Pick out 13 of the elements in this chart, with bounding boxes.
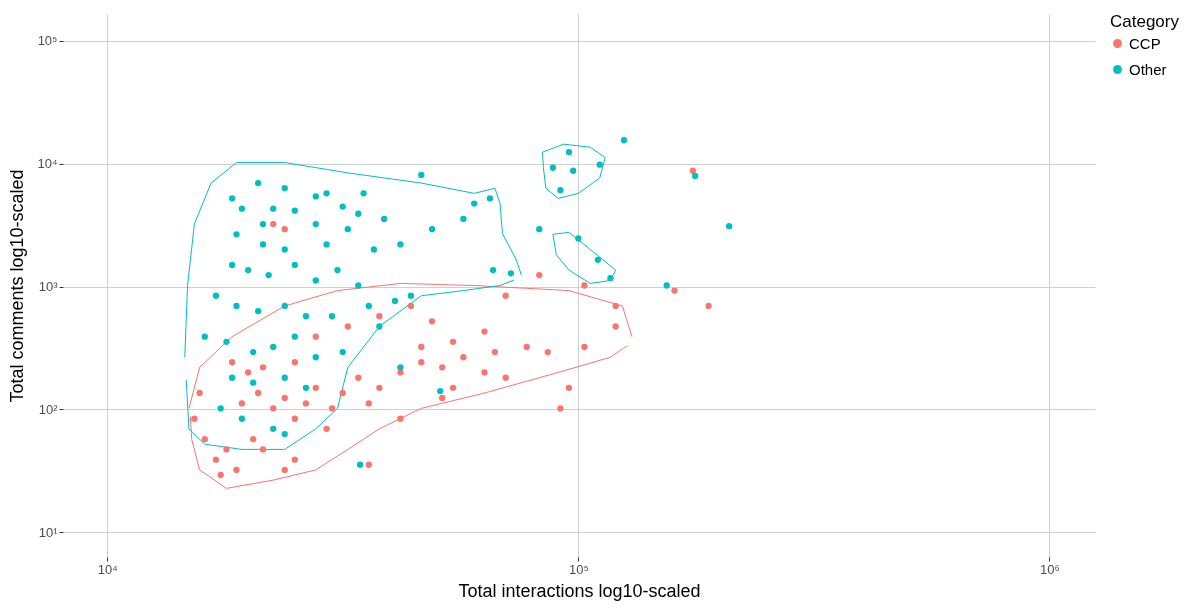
y-tick-label: 10⁴ (37, 156, 58, 172)
y-tick-label: 10³ (38, 279, 59, 295)
legend-title: Category (1110, 12, 1180, 31)
x-tick-label: 10⁴ (97, 561, 118, 577)
legend-label: CCP (1129, 34, 1161, 52)
y-tick-label: 10² (38, 401, 59, 417)
x-tick-label: 10⁵ (568, 561, 589, 577)
x-axis-title: Total interactions log10-scaled (458, 580, 701, 601)
x-tick-label: 10⁶ (1039, 561, 1060, 577)
legend-label: Other (1129, 60, 1167, 78)
y-axis-title: Total comments log10-scaled (7, 169, 28, 403)
y-tick-label: 10¹ (38, 524, 59, 540)
y-tick-label: 10⁵ (37, 33, 58, 49)
